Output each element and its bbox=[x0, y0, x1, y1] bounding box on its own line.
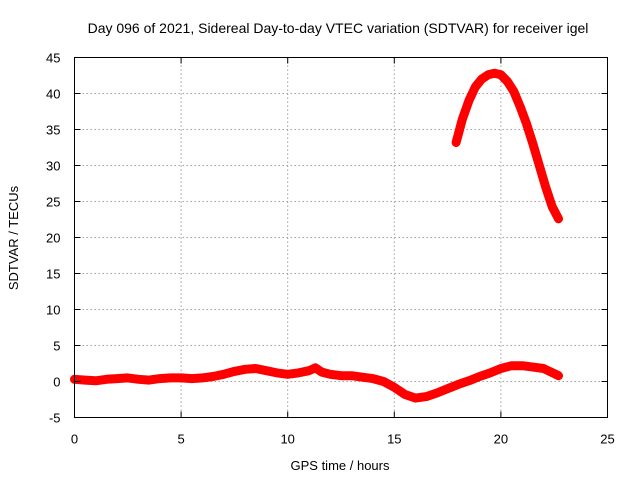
data-point bbox=[114, 375, 121, 382]
y-tick-label: 0 bbox=[53, 375, 60, 390]
chart-title: Day 096 of 2021, Sidereal Day-to-day VTE… bbox=[88, 20, 589, 36]
axis-ticks: 0 5 10 15 20 25 -5 0 5 10 15 20 25 30 35 40 45 bbox=[46, 51, 615, 447]
data-point bbox=[476, 373, 483, 380]
data-point bbox=[444, 385, 451, 392]
series-layer bbox=[70, 68, 563, 403]
data-point bbox=[167, 374, 174, 381]
data-point bbox=[231, 368, 238, 375]
data-point bbox=[465, 377, 472, 384]
data-point bbox=[178, 374, 185, 381]
data-point bbox=[242, 366, 249, 373]
data-point bbox=[536, 162, 543, 169]
data-point bbox=[529, 364, 536, 371]
data-point bbox=[391, 384, 398, 391]
data-point bbox=[135, 376, 142, 383]
x-tick-label: 25 bbox=[600, 432, 614, 447]
data-point bbox=[380, 378, 387, 385]
y-tick-label: 10 bbox=[46, 303, 60, 318]
data-point bbox=[555, 215, 562, 222]
data-point bbox=[517, 103, 524, 110]
data-point bbox=[497, 365, 504, 372]
data-point bbox=[519, 362, 526, 369]
data-point bbox=[327, 371, 334, 378]
data-point bbox=[312, 364, 319, 371]
data-point bbox=[433, 390, 440, 396]
data-point bbox=[220, 371, 227, 378]
data-point bbox=[504, 78, 511, 85]
y-tick-label: 35 bbox=[46, 123, 60, 138]
data-point bbox=[540, 365, 547, 372]
data-point bbox=[523, 120, 530, 127]
data-point bbox=[199, 374, 206, 381]
data-point bbox=[555, 372, 562, 379]
data-point bbox=[338, 372, 344, 379]
y-tick-label: 25 bbox=[46, 195, 60, 210]
data-point bbox=[510, 88, 517, 95]
data-point bbox=[156, 375, 163, 382]
y-tick-label: -5 bbox=[49, 411, 61, 426]
data-point bbox=[252, 365, 259, 372]
x-axis-label: GPS time / hours bbox=[291, 458, 390, 473]
y-tick-label: 30 bbox=[46, 159, 60, 174]
data-point bbox=[465, 97, 472, 104]
data-point bbox=[412, 395, 419, 402]
data-point bbox=[295, 369, 302, 376]
x-tick-label: 0 bbox=[71, 432, 78, 447]
data-point bbox=[263, 367, 270, 374]
data-point bbox=[124, 374, 131, 381]
data-point bbox=[491, 70, 498, 77]
data-point bbox=[472, 84, 479, 90]
data-point bbox=[103, 376, 110, 383]
data-point bbox=[549, 203, 556, 210]
data-point bbox=[508, 362, 515, 369]
data-point bbox=[146, 377, 153, 384]
data-point bbox=[478, 76, 485, 83]
data-point bbox=[455, 381, 462, 388]
series-line-2 bbox=[451, 68, 563, 224]
data-point bbox=[542, 184, 549, 191]
y-tick-label: 5 bbox=[53, 339, 60, 354]
y-tick-label: 40 bbox=[46, 87, 60, 102]
data-point bbox=[318, 369, 325, 376]
x-tick-label: 5 bbox=[177, 432, 184, 447]
y-axis-label: SDTVAR / TECUs bbox=[6, 185, 21, 290]
data-point bbox=[459, 115, 466, 122]
data-point bbox=[497, 71, 504, 78]
y-tick-label: 45 bbox=[46, 51, 60, 66]
data-point bbox=[487, 369, 494, 376]
data-point bbox=[370, 375, 376, 382]
data-point bbox=[348, 372, 355, 379]
data-point bbox=[274, 369, 280, 376]
x-tick-label: 10 bbox=[280, 432, 294, 447]
data-point bbox=[210, 373, 217, 380]
y-tick-label: 20 bbox=[46, 231, 60, 246]
data-point bbox=[423, 393, 430, 400]
data-point bbox=[306, 367, 312, 374]
data-point bbox=[188, 375, 195, 382]
data-point bbox=[284, 371, 291, 378]
data-point bbox=[529, 140, 536, 147]
x-tick-label: 20 bbox=[494, 432, 508, 447]
data-point bbox=[92, 377, 99, 384]
y-tick-label: 15 bbox=[46, 267, 60, 282]
data-point bbox=[82, 377, 89, 384]
data-point bbox=[402, 391, 408, 398]
data-point bbox=[453, 139, 460, 146]
x-tick-label: 15 bbox=[387, 432, 401, 447]
data-point bbox=[359, 374, 366, 381]
data-point bbox=[485, 71, 492, 78]
